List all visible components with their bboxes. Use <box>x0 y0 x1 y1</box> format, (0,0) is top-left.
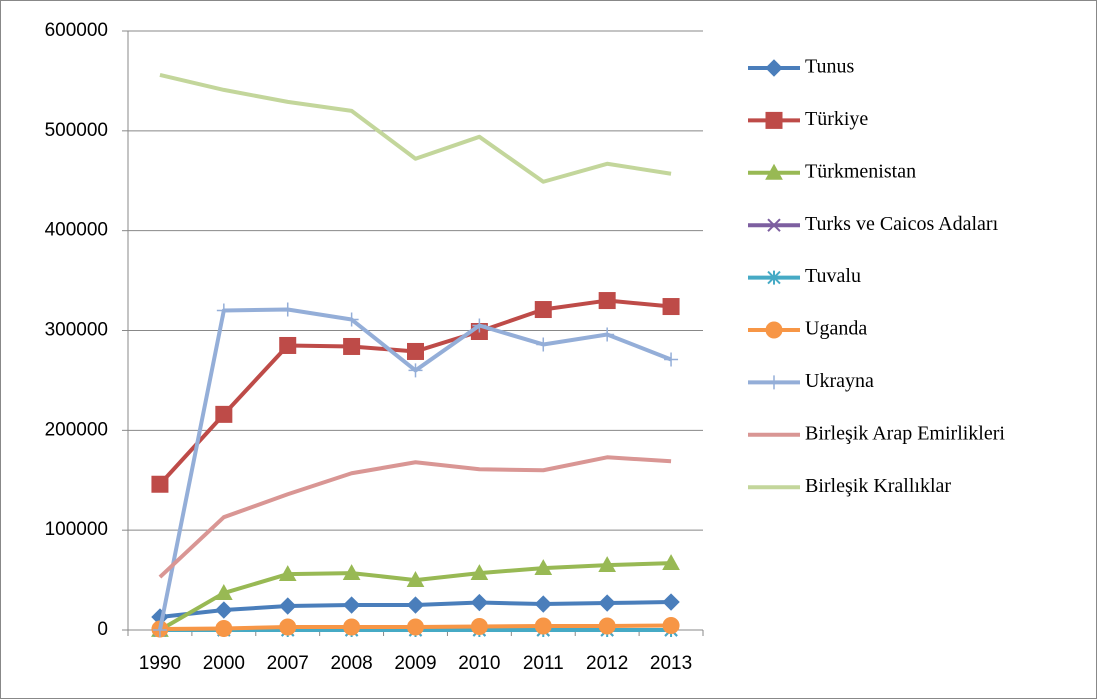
marker <box>470 564 489 580</box>
marker <box>598 617 616 635</box>
x-tick-label: 2013 <box>650 653 692 674</box>
marker <box>600 327 615 342</box>
x-tick-label: 1990 <box>139 653 181 674</box>
marker <box>343 337 361 355</box>
x-tick-label: 2009 <box>394 653 436 674</box>
marker <box>215 405 233 423</box>
y-tick-label: 600000 <box>45 20 108 41</box>
series-line <box>159 72 672 184</box>
marker <box>767 218 781 232</box>
marker <box>279 597 297 615</box>
marker <box>214 584 233 600</box>
legend-label: Birleşik Arap Emirlikleri <box>805 422 1005 444</box>
marker <box>536 337 551 352</box>
marker <box>662 617 680 635</box>
y-tick-label: 300000 <box>45 320 108 341</box>
marker <box>344 312 359 327</box>
marker <box>280 302 295 317</box>
marker <box>151 475 169 493</box>
marker <box>767 375 781 390</box>
x-tick-label: 2011 <box>523 653 564 674</box>
y-tick-label: 500000 <box>45 120 108 141</box>
legend-label: Türkiye <box>805 108 868 130</box>
marker <box>765 111 783 129</box>
legend-label: Ukrayna <box>805 370 874 392</box>
x-tick-label: 2012 <box>586 653 628 674</box>
marker <box>406 596 425 614</box>
series-line <box>158 455 672 579</box>
marker <box>470 593 489 612</box>
marker <box>215 620 233 638</box>
marker <box>342 564 361 580</box>
marker <box>278 565 297 581</box>
marker <box>407 618 424 636</box>
y-tick-label: 400000 <box>45 220 108 241</box>
marker <box>408 363 423 378</box>
marker <box>342 596 361 614</box>
y-tick-label: 200000 <box>45 419 108 440</box>
marker <box>662 593 680 611</box>
legend-label: Türkmenistan <box>805 160 916 182</box>
marker <box>470 618 488 636</box>
marker <box>662 298 680 316</box>
marker <box>662 554 680 571</box>
y-tick-label: 100000 <box>45 519 108 540</box>
marker <box>598 292 616 310</box>
y-tick-label: 0 <box>97 619 108 640</box>
marker <box>598 594 616 612</box>
marker <box>472 318 487 333</box>
marker <box>216 303 231 318</box>
legend-label: Turks ve Caicos Adaları <box>805 213 999 235</box>
marker <box>215 601 233 619</box>
marker <box>534 595 552 613</box>
marker <box>279 336 297 354</box>
marker <box>152 623 167 637</box>
marker <box>407 342 424 360</box>
x-tick-label: 2010 <box>458 653 500 674</box>
legend-label: Tuvalu <box>805 265 861 287</box>
marker <box>534 617 552 635</box>
marker <box>664 352 679 367</box>
legend-label: Uganda <box>805 318 867 340</box>
marker <box>406 571 425 587</box>
marker <box>765 59 783 77</box>
marker <box>534 301 552 319</box>
marker <box>767 270 781 285</box>
x-tick-label: 2007 <box>267 653 309 674</box>
x-tick-label: 2008 <box>330 653 372 674</box>
marker <box>598 556 617 573</box>
marker <box>765 163 783 180</box>
marker <box>343 618 361 636</box>
x-tick-label: 2000 <box>203 653 245 674</box>
legend-label: Tunus <box>805 56 855 78</box>
marker <box>279 618 297 636</box>
marker <box>534 559 553 576</box>
legend-label: Birleşik Krallıklar <box>805 475 951 497</box>
marker <box>765 321 783 339</box>
